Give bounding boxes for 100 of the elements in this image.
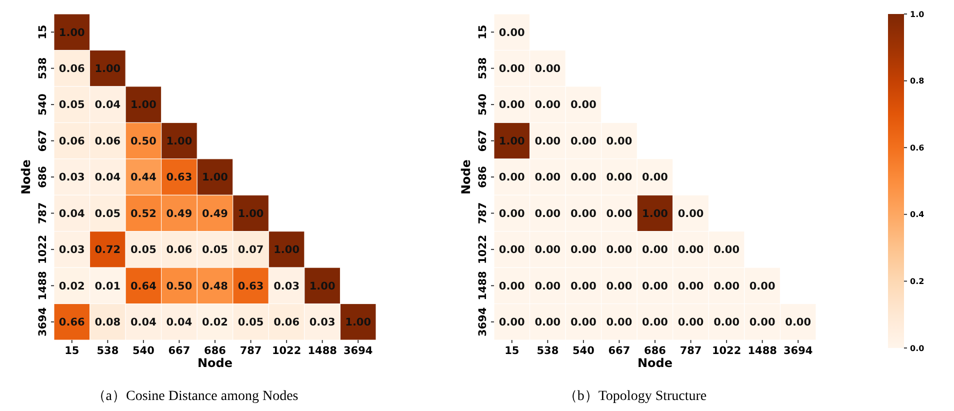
y-tick-label: 1488	[477, 271, 489, 300]
data-label: 0.06	[274, 316, 300, 329]
color-bar-label: 1.0	[910, 10, 925, 19]
data-label: 1.00	[238, 208, 264, 220]
data-label: 0.04	[166, 316, 192, 329]
data-label: 0.49	[202, 208, 228, 220]
y-axis-title: Node	[19, 159, 33, 195]
data-label: 0.00	[498, 99, 525, 112]
y-axis-title: Node	[459, 159, 473, 195]
data-label: 0.00	[678, 208, 704, 220]
x-tick-label: 667	[168, 345, 190, 357]
data-label: 0.72	[94, 244, 121, 256]
data-label: 0.05	[130, 244, 156, 256]
data-label: 0.00	[534, 135, 561, 148]
y-tick-label: 686	[477, 166, 489, 188]
data-label: 0.02	[58, 280, 85, 292]
data-label: 1.00	[642, 208, 668, 220]
data-label: 0.03	[274, 280, 300, 292]
text: （b）Topology Structure	[563, 389, 707, 404]
data-label: 0.00	[642, 280, 668, 292]
data-label: 0.04	[94, 172, 121, 184]
x-axis-title: Node	[637, 356, 673, 370]
data-label: 0.05	[58, 99, 85, 112]
x-tick-label: 538	[96, 345, 119, 357]
data-label: 1.00	[202, 172, 228, 184]
data-label: 0.50	[130, 135, 156, 148]
data-label: 0.00	[498, 208, 525, 220]
data-label: 1.00	[166, 135, 192, 148]
data-label: 0.06	[94, 135, 121, 148]
data-label: 0.00	[714, 316, 740, 329]
data-label: 0.00	[498, 26, 525, 39]
data-label: 0.00	[642, 244, 668, 256]
data-label: 0.03	[58, 244, 85, 256]
y-tick-label: 667	[37, 130, 49, 152]
data-label: 0.04	[94, 99, 121, 112]
x-tick-label: 686	[204, 345, 226, 357]
data-label: 0.00	[498, 244, 525, 256]
data-label: 1.00	[130, 99, 156, 112]
color-bar-label: 0.6	[910, 143, 925, 152]
x-axis-title: Node	[197, 356, 233, 370]
data-label: 0.05	[238, 316, 264, 329]
data-label: 0.05	[202, 244, 228, 256]
data-label: 0.00	[534, 99, 561, 112]
y-tick-label: 15	[37, 24, 49, 40]
data-label: 0.00	[606, 135, 632, 148]
data-label: 0.00	[749, 280, 776, 292]
y-tick-label: 3694	[37, 307, 49, 337]
data-label: 0.64	[130, 280, 156, 292]
y-tick-label: 538	[37, 57, 49, 80]
data-label: 0.00	[785, 316, 812, 329]
data-label: 0.00	[678, 316, 704, 329]
data-label: 0.00	[570, 244, 596, 256]
x-tick-label: 1488	[748, 345, 777, 357]
data-label: 0.52	[130, 208, 156, 220]
data-label: 1.00	[309, 280, 336, 292]
data-label: 0.04	[130, 316, 156, 329]
data-label: 0.50	[166, 280, 192, 292]
x-tick-label: 787	[240, 345, 262, 357]
y-tick-label: 1022	[477, 234, 489, 264]
data-label: 0.00	[534, 172, 561, 184]
x-tick-label: 1488	[308, 345, 337, 357]
x-tick-label: 15	[64, 345, 80, 357]
data-label: 0.06	[58, 135, 85, 148]
data-label: 0.00	[606, 280, 632, 292]
y-tick-label: 540	[37, 94, 49, 116]
data-label: 0.05	[94, 208, 121, 220]
y-tick-label: 1488	[37, 271, 49, 300]
data-label: 0.00	[606, 208, 632, 220]
y-tick-label: 787	[477, 202, 489, 224]
data-label: 0.00	[498, 316, 525, 329]
x-tick-label: 667	[608, 345, 630, 357]
data-label: 0.44	[130, 172, 156, 184]
y-tick-label: 540	[477, 94, 489, 116]
color-bar-label: 0.2	[910, 277, 924, 286]
data-label: 0.00	[642, 172, 668, 184]
data-label: 0.00	[570, 316, 596, 329]
data-label: 0.00	[498, 63, 525, 76]
data-label: 0.00	[606, 172, 632, 184]
data-label: 1.00	[58, 26, 85, 39]
y-tick-label: 1022	[37, 234, 49, 264]
data-label: 0.04	[58, 208, 85, 220]
data-label: 0.00	[714, 244, 740, 256]
data-label: 0.00	[570, 208, 596, 220]
y-tick-label: 686	[37, 166, 49, 188]
data-label: 0.49	[166, 208, 192, 220]
data-label: 0.00	[570, 135, 596, 148]
x-tick-label: 787	[680, 345, 702, 357]
y-tick-label: 3694	[477, 307, 489, 337]
x-tick-label: 686	[644, 345, 666, 357]
data-label: 0.00	[570, 99, 596, 112]
data-label: 0.00	[534, 280, 561, 292]
data-label: 0.01	[94, 280, 121, 292]
y-tick-label: 787	[37, 202, 49, 224]
data-label: 1.00	[498, 135, 525, 148]
data-label: 0.00	[678, 244, 704, 256]
x-tick-label: 540	[132, 345, 154, 357]
data-label: 0.00	[498, 172, 525, 184]
y-tick-label: 538	[477, 57, 489, 80]
data-label: 0.48	[202, 280, 228, 292]
data-label: 1.00	[345, 316, 372, 329]
